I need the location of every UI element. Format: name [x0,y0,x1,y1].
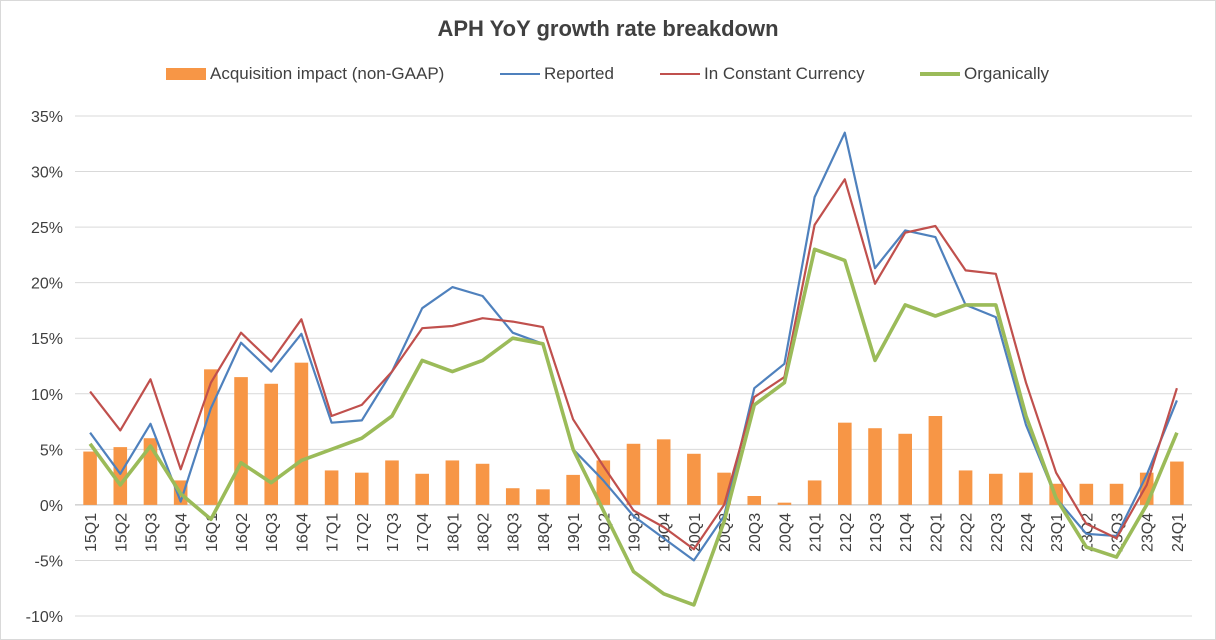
x-tick-label: 22Q2 [959,513,976,552]
bar-acquisition [807,480,822,505]
x-tick-label: 19Q2 [596,513,613,552]
legend-item-acquisition: Acquisition impact (non-GAAP) [166,64,444,84]
x-tick-label: 23Q1 [1049,513,1066,552]
chart-legend: Acquisition impact (non-GAAP) Reported I… [0,64,1216,90]
x-tick-label: 18Q3 [506,513,523,552]
x-tick-label: 24Q1 [1170,513,1187,552]
bar-acquisition [264,383,279,505]
x-tick-label: 21Q1 [808,513,825,552]
x-tick-label: 15Q1 [83,513,100,552]
bar-acquisition [988,473,1003,505]
x-tick-label: 15Q3 [143,513,160,552]
y-tick-label: 5% [40,442,63,459]
bar-acquisition [566,474,580,505]
x-tick-label: 22Q1 [928,513,945,552]
legend-swatch-reported [500,73,540,75]
legend-label-constant-currency: In Constant Currency [704,64,865,83]
x-tick-label: 21Q4 [898,513,915,552]
bar-acquisition [1079,483,1094,505]
legend-item-organically: Organically [920,64,1049,84]
legend-label-organically: Organically [964,64,1050,83]
legend-label-reported: Reported [544,64,614,83]
legend-item-constant-currency: In Constant Currency [660,64,865,84]
y-tick-label: -10% [26,609,63,626]
x-tick-label: 15Q2 [113,513,130,552]
x-tick-label: 16Q3 [264,513,281,552]
bar-acquisition [113,447,128,505]
bar-acquisition [958,470,973,505]
x-tick-label: 17Q4 [415,513,432,552]
x-tick-label: 18Q1 [445,513,462,552]
x-tick-label: 16Q1 [204,513,221,552]
x-tick-label: 16Q4 [294,513,311,552]
bar-acquisition [1139,472,1154,505]
x-tick-label: 21Q3 [868,513,885,552]
x-tick-label: 17Q1 [325,513,342,552]
bar-acquisition [626,443,641,505]
x-tick-label: 21Q2 [838,513,855,552]
legend-swatch-constant-currency [660,73,700,75]
y-tick-label: 10% [31,387,63,404]
x-tick-label: 16Q2 [234,513,251,552]
y-tick-label: 20% [31,276,63,293]
y-tick-label: 25% [31,220,63,237]
x-tick-label: 20Q3 [747,513,764,552]
y-tick-label: 30% [31,165,63,182]
legend-swatch-acquisition [166,68,206,80]
x-tick-label: 23Q4 [1140,513,1157,552]
bar-acquisition [234,377,248,505]
bar-acquisition [747,496,762,505]
bar-acquisition [204,369,218,505]
x-tick-label: 20Q4 [777,513,794,552]
bar-acquisition [868,428,882,505]
bar-acquisition [355,472,369,505]
chart-title: APH YoY growth rate breakdown [437,16,779,41]
x-tick-label: 18Q2 [476,513,493,552]
bar-acquisition [656,439,671,505]
bar-acquisition [143,438,158,505]
bar-acquisition [445,460,460,505]
bar-acquisition [505,488,520,505]
y-tick-label: 15% [31,331,63,348]
x-tick-label: 15Q4 [174,513,191,552]
bar-acquisition [83,451,97,505]
x-tick-label: 22Q4 [1019,513,1036,552]
bar-acquisition [687,453,701,505]
legend-label-acquisition: Acquisition impact (non-GAAP) [210,64,445,83]
bar-acquisition [1109,483,1124,505]
bar-acquisition [777,502,792,505]
x-tick-label: 17Q2 [355,513,372,552]
y-tick-label: 35% [31,109,63,126]
bar-acquisition [475,463,490,505]
bar-acquisition [385,460,399,505]
legend-item-reported: Reported [500,64,614,84]
bar-acquisition [324,470,339,505]
x-tick-label: 20Q2 [717,513,734,552]
x-tick-label: 19Q3 [627,513,644,552]
bar-acquisition [1170,461,1184,505]
bar-acquisition [415,473,429,505]
y-tick-label: -5% [35,553,63,570]
x-tick-label: 22Q3 [989,513,1006,552]
x-tick-label: 19Q1 [566,513,583,552]
x-tick-label: 17Q3 [385,513,402,552]
bar-acquisition [1019,472,1033,505]
bar-acquisition [838,422,852,505]
y-tick-label: 0% [40,498,63,515]
bar-acquisition [928,416,943,505]
bar-acquisition [294,362,309,505]
x-tick-label: 18Q4 [536,513,553,552]
bar-acquisition [898,433,912,505]
bar-acquisition [536,489,550,505]
legend-swatch-organically [920,72,960,76]
